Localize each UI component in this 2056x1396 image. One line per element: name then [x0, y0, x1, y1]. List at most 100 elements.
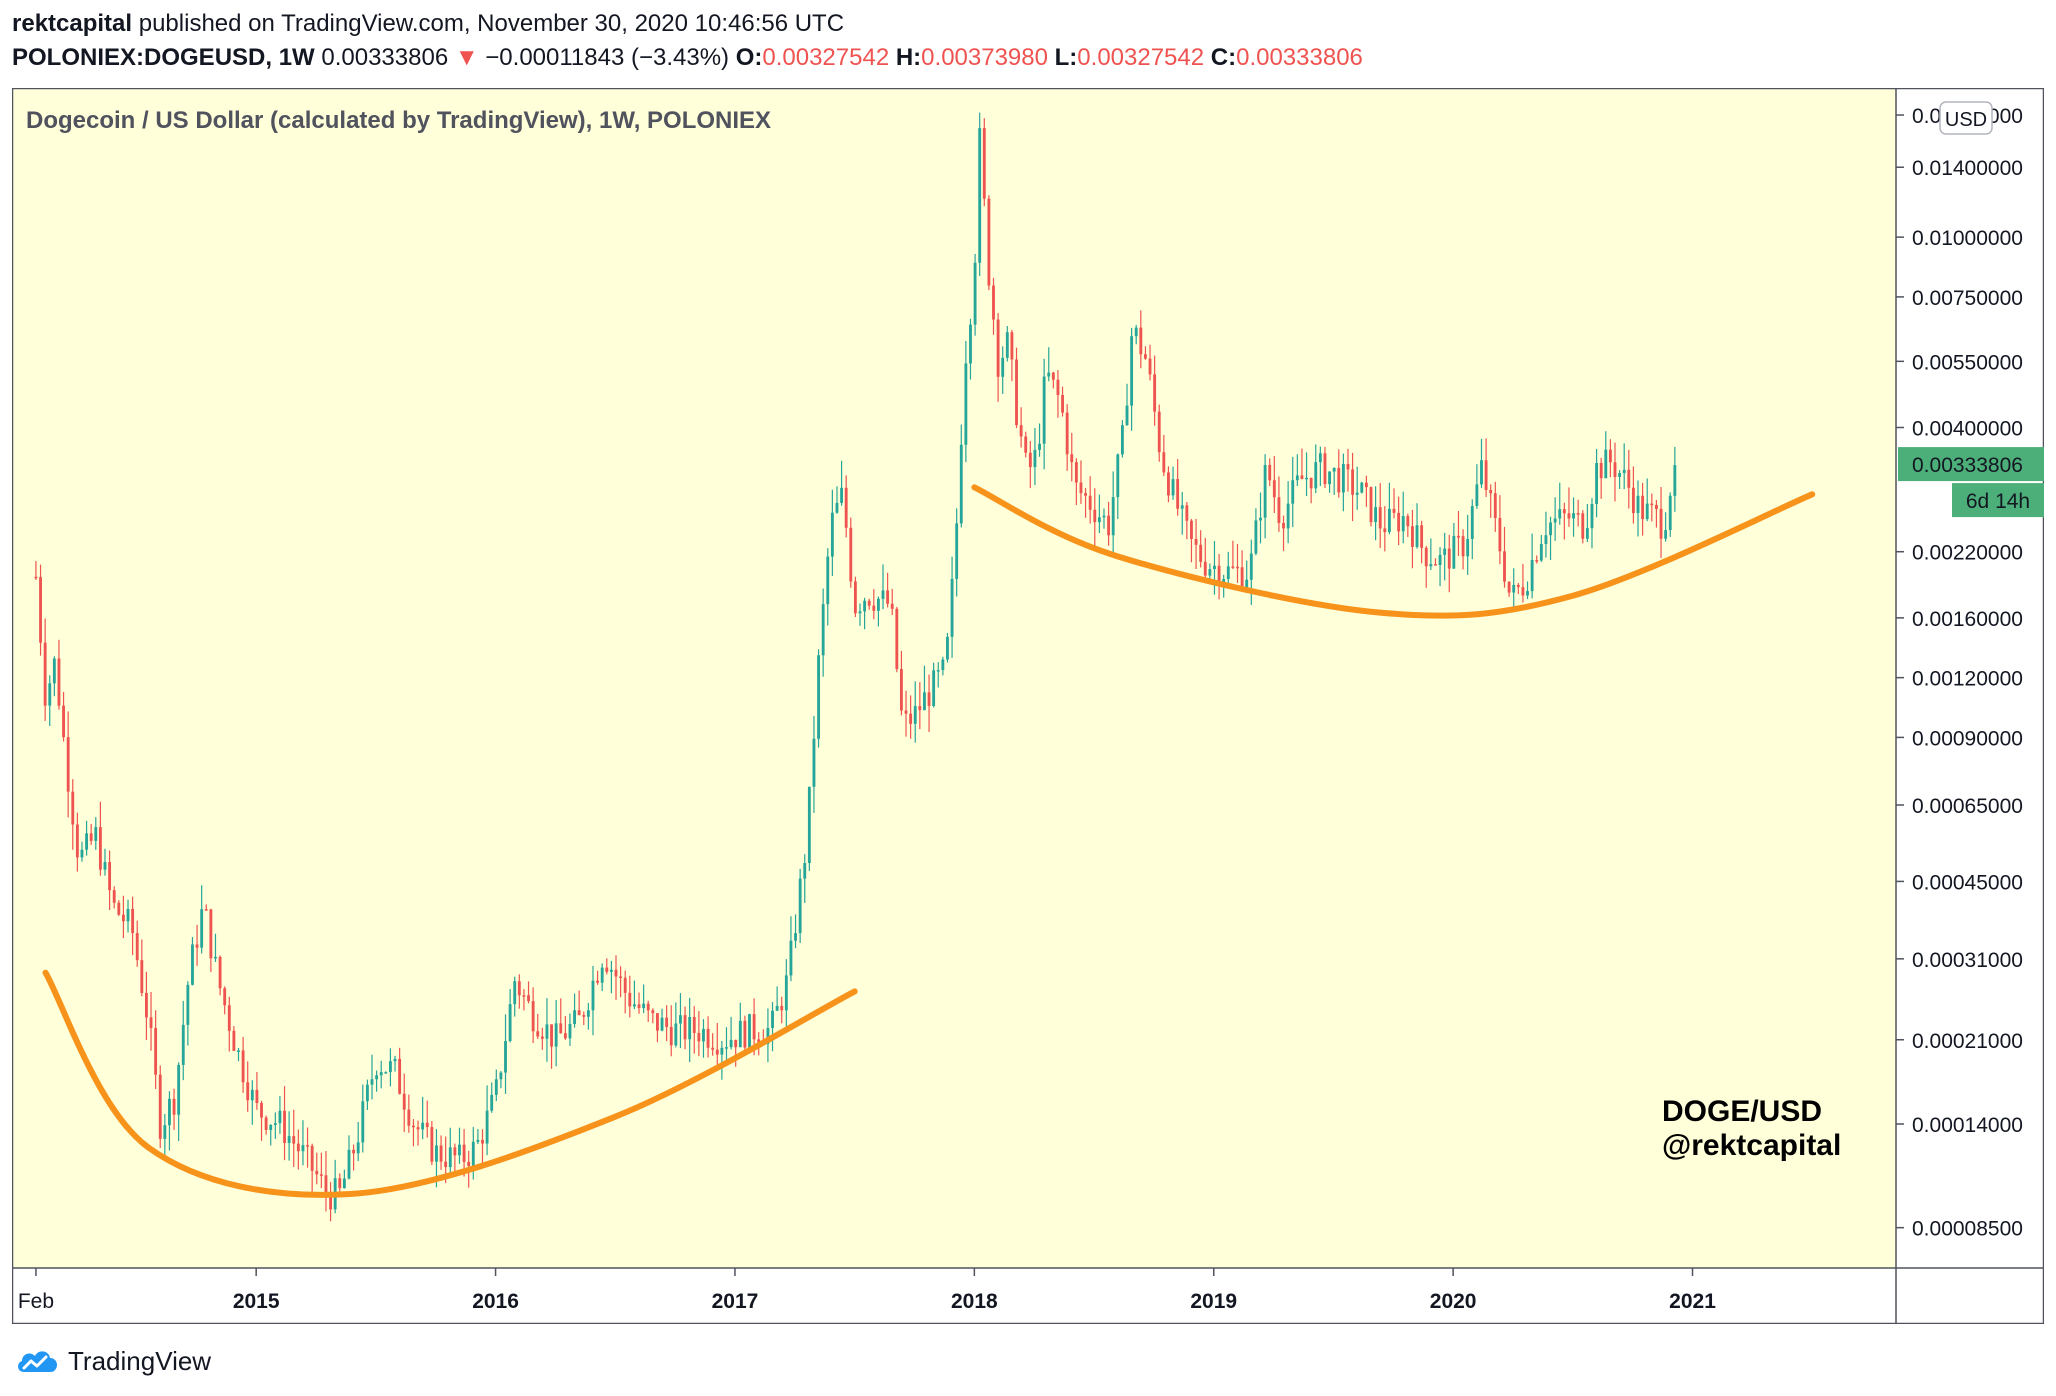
candle-body [1309, 477, 1313, 489]
candle [1153, 355, 1157, 426]
candle-body [315, 1170, 319, 1175]
x-tick-label: Feb [18, 1290, 54, 1313]
candle-body [1374, 507, 1378, 523]
candle [485, 1085, 489, 1156]
candle-body [784, 975, 788, 1011]
candle [596, 970, 600, 985]
candle-body [1636, 495, 1640, 514]
candle [1097, 494, 1101, 533]
candle [964, 340, 968, 463]
candle-body [43, 642, 47, 706]
candle [803, 854, 807, 904]
candle [412, 1119, 415, 1147]
y-tick-label: 0.01000000 [1912, 227, 2023, 250]
candle [1420, 520, 1424, 564]
candle [71, 779, 75, 850]
candle [439, 1135, 443, 1170]
candle [1328, 471, 1331, 493]
candle [789, 916, 793, 982]
candle-body [1162, 452, 1166, 473]
candle-body [1019, 425, 1023, 437]
candle [522, 989, 526, 1011]
candle-body [844, 487, 848, 528]
candle [1489, 484, 1493, 518]
candle-body [1590, 503, 1594, 529]
chart-frame[interactable]: Dogecoin / US Dollar (calculated by Trad… [12, 88, 2044, 1324]
candle [554, 1000, 558, 1067]
candle [992, 277, 995, 335]
candle [140, 939, 144, 997]
candle [996, 313, 1000, 402]
candle-body [1203, 561, 1207, 576]
candle-body [817, 655, 820, 739]
candle-body [936, 670, 940, 672]
candle [1503, 526, 1506, 588]
candle [1383, 506, 1387, 552]
candle [784, 959, 788, 1031]
candle [168, 1091, 171, 1151]
candle-body [651, 1010, 655, 1014]
candle-body [876, 598, 880, 611]
candle-body [752, 1014, 756, 1040]
candle [876, 596, 880, 627]
candle [679, 993, 682, 1049]
candle-body [191, 944, 194, 985]
candle [1636, 480, 1640, 537]
candle-body [1429, 564, 1433, 567]
candle-body [1521, 587, 1525, 596]
tradingview-cloud-icon[interactable] [14, 1346, 60, 1376]
y-tick-label: 0.00014000 [1912, 1114, 2023, 1137]
candle-body [1015, 359, 1018, 426]
candle [379, 1060, 383, 1089]
candle-body [1277, 497, 1281, 523]
candle-body [1355, 492, 1359, 495]
candle [766, 1008, 770, 1063]
candle-body [292, 1136, 296, 1144]
candle [614, 955, 618, 1000]
candle [1415, 503, 1419, 549]
candle-body [1272, 480, 1276, 498]
candle-body [499, 1072, 503, 1080]
candle [568, 1013, 572, 1046]
candle-body [867, 600, 871, 606]
candle-body [863, 600, 867, 612]
candle [1654, 499, 1658, 528]
price-chart[interactable]: Dogecoin / US Dollar (calculated by Trad… [12, 88, 2044, 1324]
candle-body [1351, 469, 1355, 495]
candle-body [1097, 517, 1101, 523]
candle [195, 924, 199, 966]
candle [527, 981, 530, 1004]
candle [1171, 466, 1175, 500]
candle-body [1539, 543, 1543, 561]
candle [416, 1120, 420, 1146]
candle-body [1480, 460, 1483, 485]
candle-body [163, 1125, 167, 1139]
author-name[interactable]: rektcapital [12, 10, 133, 37]
candle-body [1226, 566, 1230, 580]
candle [1300, 448, 1304, 480]
candle-body [200, 909, 204, 948]
candle [361, 1084, 365, 1153]
candle [600, 963, 604, 992]
candle [1042, 358, 1046, 470]
candle [1645, 478, 1649, 522]
candle-body [1282, 522, 1285, 529]
candle [1323, 446, 1327, 488]
candle-body [577, 1010, 581, 1016]
candle [1180, 491, 1184, 535]
candle [531, 987, 535, 1044]
candle-body [982, 128, 986, 199]
candle [85, 820, 89, 856]
candle-body [872, 605, 876, 611]
candle-body [1415, 525, 1419, 547]
candle-body [1378, 507, 1382, 529]
candle-body [959, 444, 963, 524]
candle-body [1470, 506, 1474, 539]
candle-body [803, 863, 807, 879]
candle-body [987, 198, 991, 286]
candle-body [177, 1064, 181, 1115]
tradingview-brand[interactable]: TradingView [68, 1345, 212, 1376]
candle [1650, 493, 1654, 522]
candle-body [1364, 482, 1368, 488]
candle [1599, 457, 1603, 499]
